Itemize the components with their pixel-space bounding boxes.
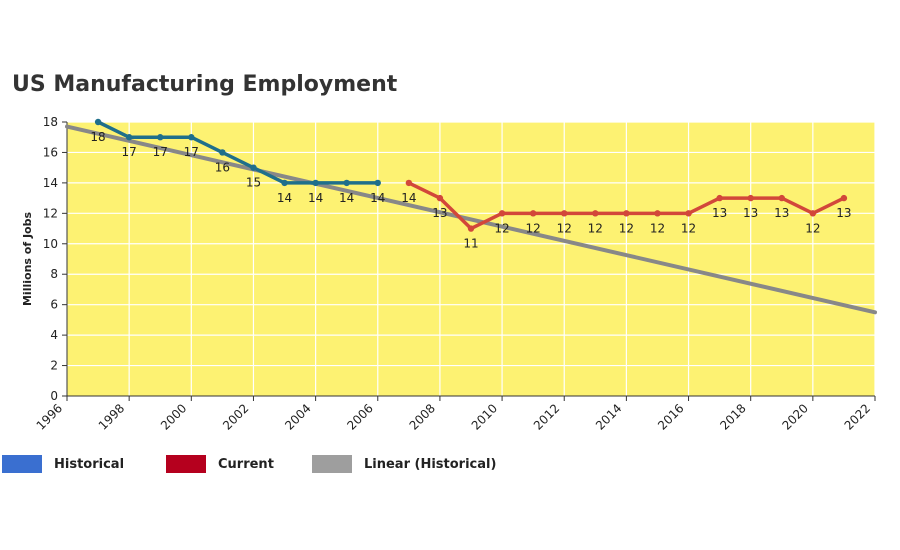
grid-lines — [66, 121, 876, 396]
y-tick-label-14: 14 — [43, 176, 58, 190]
data-label-current-2020: 12 — [805, 221, 820, 235]
data-point-current-2009 — [467, 225, 475, 232]
data-point-historical-2002 — [250, 164, 257, 171]
legend-historical: Historical — [2, 454, 124, 474]
data-point-current-2018 — [747, 194, 754, 202]
data-label-current-2018: 13 — [743, 206, 758, 220]
x-tick-label-1998: 1998 — [96, 401, 127, 432]
legend-label-linear-historical: Linear (Historical) — [364, 456, 497, 472]
data-labels: 18 17 17 17 16 15 14 14 14 14 14 13 11 12 12 12 12 12 12 12… — [90, 130, 851, 251]
y-tick-label-4: 4 — [50, 328, 58, 342]
series-layer — [94, 118, 848, 232]
data-point-current-2019 — [778, 194, 785, 202]
data-point-historical-2006 — [374, 179, 381, 187]
data-point-current-2016 — [685, 210, 692, 217]
y-tick-label-10: 10 — [43, 237, 58, 251]
data-label-historical-2006: 14 — [370, 191, 385, 205]
data-label-current-2021: 13 — [836, 206, 851, 220]
data-point-current-2010 — [498, 210, 506, 217]
data-label-current-2016: 12 — [681, 221, 696, 235]
data-label-historical-1997: 18 — [90, 130, 105, 144]
data-label-current-2008: 13 — [432, 206, 447, 220]
data-label-historical-2000: 17 — [184, 145, 199, 159]
series-line-historical — [97, 120, 378, 185]
data-label-current-2011: 12 — [526, 221, 541, 235]
data-point-current-2013 — [592, 210, 599, 217]
data-label-current-2007: 14 — [401, 191, 416, 205]
data-point-historical-2000 — [188, 134, 195, 141]
x-tick-label-2000: 2000 — [158, 401, 189, 432]
legend-swatch-historical — [2, 455, 42, 473]
data-point-historical-2003 — [281, 179, 288, 187]
legend-current: Current — [166, 454, 274, 474]
trendline-layer — [65, 124, 877, 315]
plot-background — [67, 122, 875, 396]
data-label-current-2010: 12 — [494, 221, 509, 235]
data-point-historical-2004 — [312, 179, 319, 187]
data-point-current-2008 — [436, 194, 444, 202]
y-tick-label-18: 18 — [43, 115, 58, 129]
x-tick-label-2020: 2020 — [779, 401, 810, 432]
x-tick-label-2006: 2006 — [344, 401, 375, 432]
series-line-linear-historical — [65, 124, 877, 315]
data-label-current-2019: 13 — [774, 206, 789, 220]
data-point-historical-1997 — [94, 118, 102, 126]
data-point-current-2020 — [809, 210, 817, 217]
data-label-historical-2003: 14 — [277, 191, 292, 205]
x-tick-label-2002: 2002 — [220, 401, 251, 432]
x-tick-label-2012: 2012 — [531, 401, 562, 432]
data-label-current-2009: 11 — [463, 237, 478, 251]
x-tick-label-2018: 2018 — [717, 401, 748, 432]
x-tick-label-2014: 2014 — [593, 401, 624, 432]
x-tick-label-2008: 2008 — [407, 401, 438, 432]
data-label-current-2013: 12 — [588, 221, 603, 235]
data-point-historical-2005 — [343, 179, 350, 187]
y-tick-label-16: 16 — [43, 145, 58, 159]
data-point-current-2007 — [405, 179, 413, 187]
data-label-historical-2004: 14 — [308, 191, 323, 205]
data-point-current-2011 — [529, 210, 537, 217]
y-tick-label-2: 2 — [50, 359, 58, 373]
data-point-current-2014 — [623, 210, 630, 217]
x-tick-label-1996: 1996 — [34, 401, 65, 432]
data-label-historical-1998: 17 — [122, 145, 137, 159]
legend-linear-historical: Linear (Historical) — [312, 454, 496, 474]
data-label-historical-2005: 14 — [339, 191, 354, 205]
data-point-current-2012 — [561, 210, 568, 217]
y-tick-label-12: 12 — [43, 206, 58, 220]
x-tick-label-2004: 2004 — [282, 401, 313, 432]
data-point-current-2021 — [840, 194, 848, 202]
x-tick-label-2016: 2016 — [655, 401, 686, 432]
y-axis-title: Millions of Jobs — [21, 212, 34, 306]
legend-swatch-linear-historical — [312, 455, 352, 473]
legend-label-historical: Historical — [54, 456, 125, 472]
data-label-historical-2002: 15 — [246, 176, 261, 190]
data-point-historical-2001 — [219, 149, 226, 156]
data-label-current-2017: 13 — [712, 206, 727, 220]
legend-label-current: Current — [218, 456, 274, 472]
data-point-current-2015 — [654, 210, 661, 217]
data-point-historical-1999 — [157, 134, 164, 141]
x-tick-label-2022: 2022 — [842, 401, 873, 432]
x-tick-label-2010: 2010 — [469, 401, 500, 432]
y-tick-label-6: 6 — [50, 298, 58, 312]
legend-swatch-current — [166, 455, 206, 473]
data-label-current-2012: 12 — [557, 221, 572, 235]
y-tick-label-0: 0 — [50, 389, 58, 403]
data-point-current-2017 — [716, 194, 723, 202]
data-label-current-2015: 12 — [650, 221, 665, 235]
data-point-historical-1998 — [125, 134, 133, 141]
data-label-historical-2001: 16 — [215, 160, 230, 174]
data-label-current-2014: 12 — [619, 221, 634, 235]
y-tick-label-8: 8 — [50, 267, 58, 281]
data-label-historical-1999: 17 — [153, 145, 168, 159]
chart-title: US Manufacturing Employment — [12, 72, 398, 97]
